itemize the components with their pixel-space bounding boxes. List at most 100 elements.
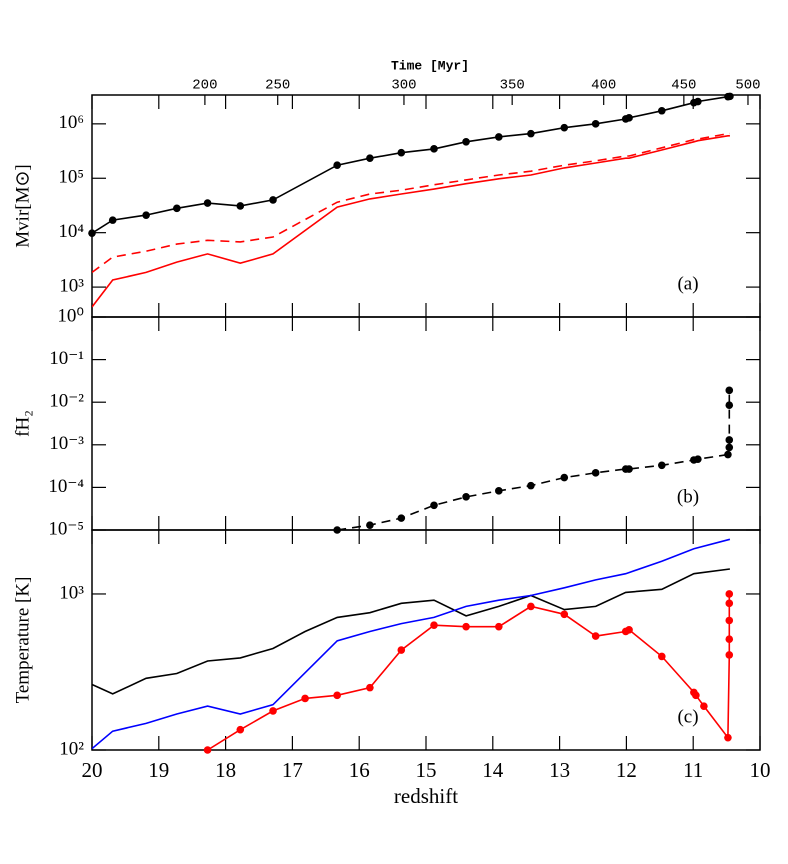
series-marker	[658, 461, 666, 470]
series-marker	[203, 199, 212, 207]
series-marker	[725, 386, 734, 395]
series-marker	[724, 733, 732, 742]
series-line	[207, 594, 731, 750]
series-marker	[527, 602, 535, 611]
series-marker	[591, 120, 600, 128]
series-marker	[725, 651, 734, 659]
series-marker	[692, 691, 700, 700]
series-line	[92, 95, 731, 234]
panel-label: (b)	[677, 486, 699, 507]
series-line	[92, 568, 731, 695]
series-line	[337, 390, 731, 530]
top-tick-label: 500	[735, 78, 760, 94]
series-marker	[366, 683, 374, 692]
x-tick-label: 13	[549, 758, 570, 782]
series-marker	[625, 114, 633, 122]
y-tick-label: 10²	[59, 738, 84, 759]
y-tick-label: 10⁴	[58, 221, 84, 242]
y-tick-label: 10³	[59, 275, 84, 296]
series-marker	[203, 746, 212, 754]
y-tick-label: 10⁻³	[49, 433, 84, 454]
series-marker	[725, 590, 734, 598]
series-marker	[725, 443, 734, 452]
series-marker	[236, 725, 245, 734]
series-marker	[430, 501, 438, 510]
series-marker	[142, 211, 150, 219]
panel-label: (a)	[677, 273, 698, 294]
y-tick-label: 10⁻⁴	[48, 476, 84, 497]
top-tick-label: 350	[500, 78, 525, 94]
series-marker	[694, 97, 702, 106]
series-marker	[658, 652, 666, 661]
series-marker	[397, 148, 406, 157]
series-marker	[527, 481, 535, 490]
x-tick-label: 18	[215, 758, 236, 782]
series-marker	[700, 702, 708, 710]
series-marker	[462, 137, 470, 146]
top-tick-label: 450	[671, 78, 696, 94]
series-marker	[726, 92, 734, 101]
series-marker	[495, 622, 503, 631]
series-marker	[269, 707, 277, 715]
y-tick-label: 10⁵	[58, 167, 84, 188]
top-tick-label: 400	[591, 78, 616, 94]
series-marker	[397, 514, 406, 522]
series-marker	[495, 133, 503, 141]
series-marker	[366, 154, 374, 162]
series-line	[92, 132, 730, 274]
series-marker	[269, 196, 277, 204]
series-marker	[236, 202, 245, 210]
series-marker	[495, 487, 503, 495]
series-marker	[725, 401, 734, 410]
top-tick-label: 300	[391, 78, 416, 94]
series-marker	[725, 616, 734, 625]
y-tick-label: 10³	[59, 582, 84, 603]
series-marker	[560, 473, 569, 482]
y-axis-label: fH₂	[12, 410, 33, 437]
series-marker	[694, 455, 702, 463]
series-marker	[725, 436, 734, 444]
series-marker	[173, 204, 181, 213]
series-marker	[560, 123, 569, 132]
series-marker	[88, 229, 96, 237]
series-marker	[108, 216, 117, 224]
x-tick-label: 12	[616, 758, 637, 782]
series-line	[92, 135, 730, 308]
x-tick-label: 14	[482, 758, 504, 782]
series-marker	[658, 106, 666, 115]
series-marker	[397, 646, 406, 654]
series-marker	[725, 599, 734, 608]
y-tick-label: 10⁻⁵	[48, 518, 84, 539]
x-axis-label: redshift	[394, 784, 458, 808]
top-axis-label: Time [Myr]	[391, 58, 469, 73]
series-marker	[724, 450, 732, 459]
y-tick-label: 10⁻²	[49, 391, 84, 412]
series-marker	[366, 521, 374, 529]
top-tick-label: 250	[265, 78, 290, 94]
top-tick-label: 200	[192, 78, 217, 94]
series-marker	[333, 526, 341, 534]
panel-frame	[91, 529, 761, 751]
series-marker	[591, 469, 600, 477]
x-tick-label: 16	[349, 758, 370, 782]
x-tick-label: 17	[282, 758, 303, 782]
series-marker	[333, 161, 341, 169]
series-marker	[333, 691, 341, 700]
panel-frame	[91, 316, 761, 531]
series-line	[92, 538, 731, 750]
series-marker	[527, 129, 535, 138]
series-marker	[430, 621, 438, 629]
panel-label: (c)	[677, 706, 698, 727]
series-marker	[725, 635, 734, 643]
y-axis-label: Temperature [K]	[12, 577, 33, 704]
series-marker	[625, 465, 633, 473]
series-marker	[462, 622, 470, 631]
y-axis-label: Mvir[M⊙]	[12, 164, 33, 247]
x-tick-label: 11	[683, 758, 703, 782]
x-tick-label: 10	[750, 758, 771, 782]
series-marker	[625, 626, 633, 634]
y-tick-label: 10⁻¹	[49, 348, 84, 369]
x-tick-label: 20	[82, 758, 103, 782]
x-tick-label: 19	[148, 758, 169, 782]
